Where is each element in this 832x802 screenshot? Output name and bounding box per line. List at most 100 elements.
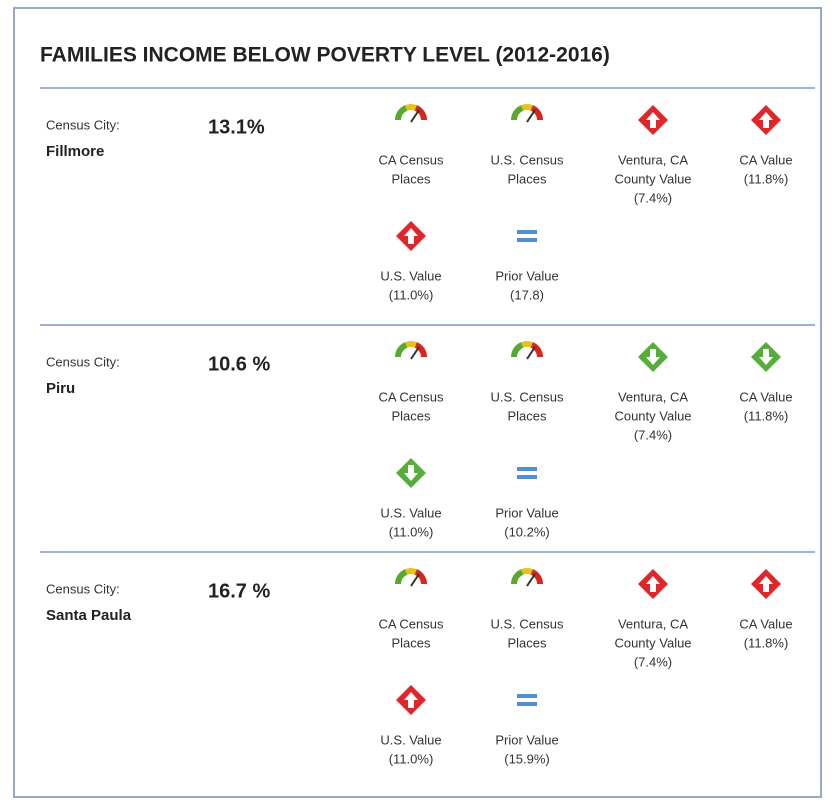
gauge-segment (405, 104, 417, 111)
city-name: Piru (46, 380, 75, 397)
indicator-label: CA Value (739, 616, 792, 631)
indicator-label: Prior Value (495, 732, 558, 747)
indicator-label: CA Census (378, 616, 444, 631)
indicator: CA Census Places (378, 341, 444, 423)
indicator-label: (7.4%) (634, 654, 672, 669)
indicator: Prior Value (15.9%) (495, 694, 559, 766)
equal-bar (517, 230, 537, 234)
arrow (404, 465, 418, 481)
arrow (404, 228, 418, 244)
indicator-label: CA Value (739, 389, 792, 404)
gauge-needle (526, 573, 536, 587)
indicator-label: (7.4%) (634, 190, 672, 205)
indicator-label: U.S. Value (380, 268, 441, 283)
arrow (759, 576, 773, 592)
indicator: CA Value (11.8%) (739, 105, 793, 186)
gauge-segment (414, 569, 427, 585)
gauge-segment (521, 568, 533, 575)
row-value: 10.6 % (208, 353, 270, 375)
indicator-label: U.S. Census (491, 389, 564, 404)
indicator: U.S. Census Places (491, 568, 564, 650)
indicator-label: CA Value (739, 152, 792, 167)
panel (13, 7, 822, 798)
indicator: U.S. Value (11.0%) (380, 685, 442, 766)
arrow (404, 692, 418, 708)
indicator: CA Value (11.8%) (739, 569, 793, 650)
equal-bar (517, 238, 537, 242)
indicator-label: (15.9%) (504, 751, 550, 766)
equal-bar (517, 475, 537, 479)
indicator: CA Value (11.8%) (739, 342, 793, 423)
indicator-label: CA Census (378, 389, 444, 404)
arrow (759, 349, 773, 365)
gauge-needle (526, 346, 536, 360)
gauge-needle (526, 109, 536, 123)
indicator-label: Ventura, CA (618, 152, 688, 167)
arrow (646, 112, 660, 128)
indicator-label: Prior Value (495, 505, 558, 520)
indicator: Ventura, CA County Value (7.4%) (614, 569, 692, 669)
indicator-label: (11.8%) (744, 171, 789, 186)
gauge-segment (414, 105, 427, 121)
gauge-segment (511, 105, 524, 121)
gauge-segment (511, 342, 524, 358)
indicator: CA Census Places (378, 104, 444, 186)
gauge-needle (410, 346, 420, 360)
indicator-label: Places (391, 635, 431, 650)
gauge-segment (405, 341, 417, 348)
title: FAMILIES INCOME BELOW POVERTY LEVEL (201… (40, 44, 610, 67)
indicator-label: (11.0%) (389, 524, 434, 539)
gauge-segment (521, 104, 533, 111)
gauge-segment (530, 342, 543, 358)
gauge-segment (395, 569, 408, 585)
indicator-label: Places (507, 635, 547, 650)
indicator-label: Places (391, 408, 431, 423)
gauge-segment (414, 342, 427, 358)
arrow (759, 112, 773, 128)
indicator-label: (11.8%) (744, 408, 789, 423)
indicator: U.S. Census Places (491, 341, 564, 423)
indicator: Prior Value (10.2%) (495, 467, 559, 539)
indicator-label: Ventura, CA (618, 616, 688, 631)
indicator: U.S. Value (11.0%) (380, 458, 442, 539)
gauge-segment (395, 105, 408, 121)
indicator-label: Prior Value (495, 268, 558, 283)
indicator: Ventura, CA County Value (7.4%) (614, 105, 692, 205)
indicator-label: (17.8) (510, 287, 544, 302)
equal-bar (517, 702, 537, 706)
indicator-label: (7.4%) (634, 427, 672, 442)
gauge-segment (511, 569, 524, 585)
indicator-label: U.S. Value (380, 505, 441, 520)
gauge-segment (395, 342, 408, 358)
indicator-label: County Value (614, 408, 691, 423)
gauge-needle (410, 573, 420, 587)
indicator: U.S. Census Places (491, 104, 564, 186)
arrow (646, 576, 660, 592)
indicator-label: U.S. Census (491, 152, 564, 167)
indicator-label: Ventura, CA (618, 389, 688, 404)
equal-bar (517, 467, 537, 471)
row-label: Census City: (46, 354, 120, 369)
indicator: Ventura, CA County Value (7.4%) (614, 342, 692, 442)
indicator-label: (10.2%) (504, 524, 550, 539)
gauge-segment (530, 569, 543, 585)
indicator-label: U.S. Value (380, 732, 441, 747)
indicator: U.S. Value (11.0%) (380, 221, 442, 302)
row-value: 13.1% (208, 116, 265, 138)
indicator-label: U.S. Census (491, 616, 564, 631)
gauge-segment (521, 341, 533, 348)
city-name: Fillmore (46, 143, 104, 160)
row-label: Census City: (46, 117, 120, 132)
indicator-label: County Value (614, 635, 691, 650)
indicator-label: (11.8%) (744, 635, 789, 650)
row-value: 16.7 % (208, 580, 270, 602)
indicator-label: Places (507, 408, 547, 423)
indicator: CA Census Places (378, 568, 444, 650)
indicator: Prior Value (17.8) (495, 230, 559, 302)
arrow (646, 349, 660, 365)
indicator-label: Places (391, 171, 431, 186)
indicator-label: CA Census (378, 152, 444, 167)
city-name: Santa Paula (46, 607, 132, 624)
indicator-label: Places (507, 171, 547, 186)
